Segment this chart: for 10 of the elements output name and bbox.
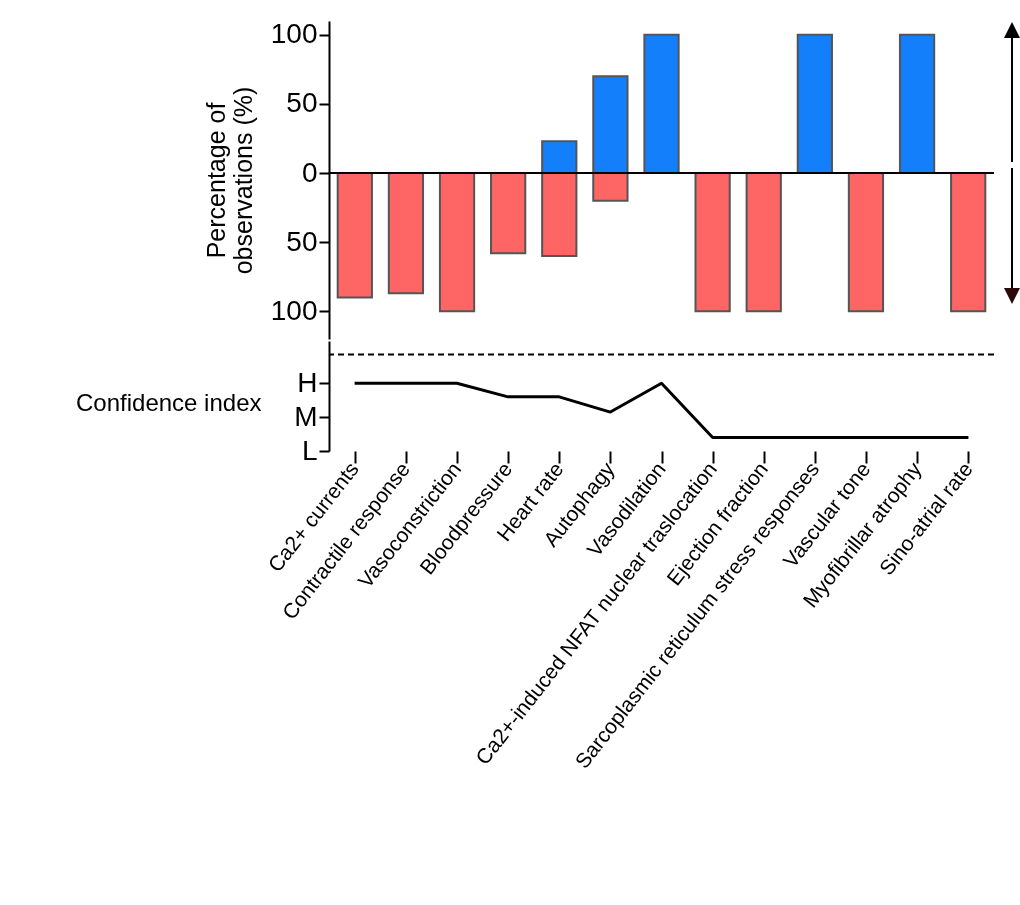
text: H <box>297 366 318 398</box>
y-tick-label: 50 <box>286 225 318 257</box>
y-axis-title: Confidence index <box>76 388 262 416</box>
text: L <box>301 434 318 466</box>
text: M <box>294 400 318 432</box>
y-axis-title: Percentage of observations (%) <box>201 86 257 275</box>
y-tick-label: 100 <box>270 18 318 50</box>
y-tick-label: 100 <box>270 294 318 326</box>
y-tick-label: 50 <box>286 87 318 119</box>
y-tick-label: 0 <box>301 156 318 188</box>
